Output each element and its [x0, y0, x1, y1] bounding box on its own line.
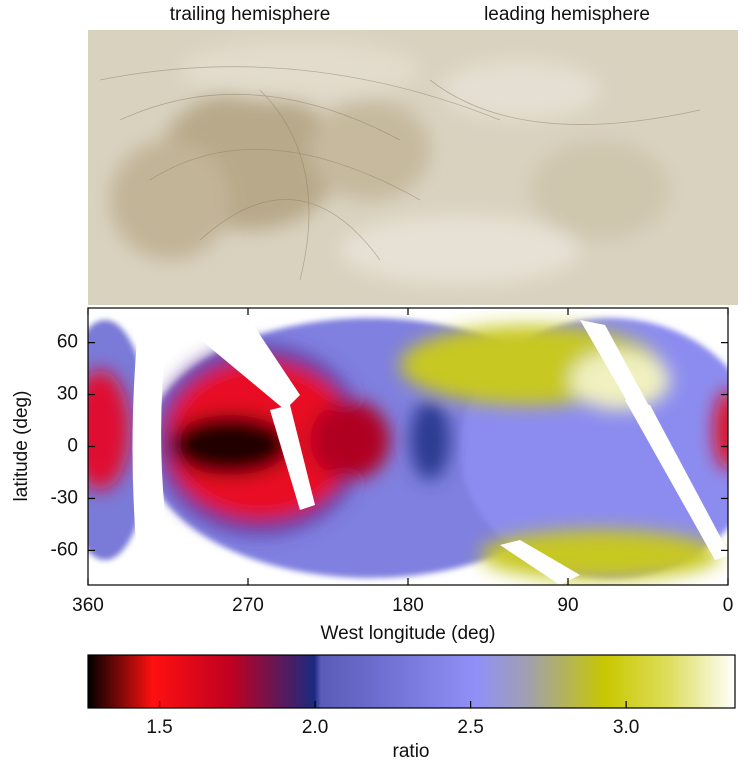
x-tick-label: 270	[232, 595, 264, 616]
x-tick-label: 0	[723, 595, 734, 616]
x-tick-label: 360	[72, 595, 104, 616]
annotation: trailing hemisphere	[170, 4, 331, 25]
ratio-map	[88, 308, 728, 585]
surface-image	[88, 30, 738, 305]
colorbar-tick-label: 1.5	[146, 717, 172, 738]
y-axis-label: latitude (deg)	[11, 391, 32, 502]
annotation: leading hemisphere	[484, 4, 650, 25]
colorbar-label: ratio	[393, 741, 430, 762]
y-tick-label: -60	[51, 539, 78, 560]
colorbar-tick-label: 3.0	[613, 717, 639, 738]
colorbar	[87, 654, 736, 709]
y-tick-label: -30	[51, 487, 78, 508]
x-axis-label: West longitude (deg)	[321, 623, 496, 644]
colorbar-tick-label: 2.0	[302, 717, 328, 738]
y-tick-label: 60	[57, 332, 78, 353]
colorbar-tick-label: 2.5	[457, 717, 483, 738]
y-tick-label: 0	[67, 436, 78, 457]
x-tick-label: 180	[392, 595, 424, 616]
y-tick-label: 30	[57, 384, 78, 405]
x-tick-label: 90	[557, 595, 578, 616]
